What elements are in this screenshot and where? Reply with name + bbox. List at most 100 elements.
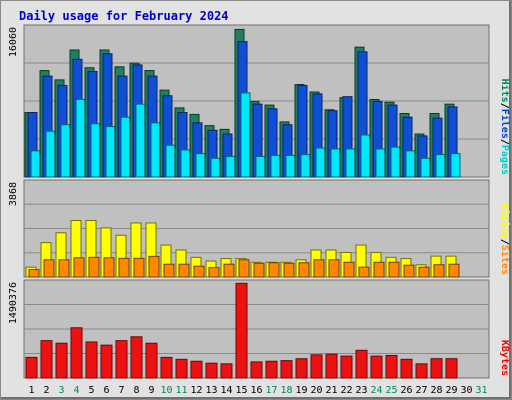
bar-kbytes-day-5 [85,341,98,379]
x-tick-label-day-25: 25 [385,385,397,396]
bar-kbytes-day-21 [325,353,338,379]
bar-pages-day-5 [90,123,101,178]
bar-sites-day-17 [268,262,280,278]
bar-pages-day-14 [225,155,236,178]
bar-sites-day-22 [343,261,355,278]
bar-pages-day-4 [75,98,86,178]
bar-kbytes-day-14 [220,363,233,379]
x-tick-label-day-22: 22 [340,385,352,396]
x-tick-label-day-10: 10 [160,385,172,396]
bar-kbytes-day-10 [160,356,173,379]
bar-kbytes-day-4 [70,327,83,379]
bar-sites-day-20 [313,259,325,278]
bar-sites-day-5 [88,256,100,278]
bar-pages-day-21 [330,148,341,178]
x-tick-label-day-16: 16 [250,385,262,396]
bar-kbytes-day-15 [235,282,248,379]
panel-1-max-label: 16060 [8,27,19,57]
bar-kbytes-day-9 [145,342,158,379]
x-tick-label-day-18: 18 [280,385,292,396]
panel-1-series-labels: Hits/Files/Pages [499,79,511,175]
bar-sites-day-29 [448,263,460,278]
bar-pages-day-1 [30,150,41,178]
x-tick-label-day-30: 30 [460,385,472,396]
bar-sites-day-2 [43,259,55,278]
bar-pages-day-29 [450,153,461,178]
x-tick-label-day-23: 23 [355,385,367,396]
bar-pages-day-25 [390,146,401,178]
bar-pages-day-10 [165,144,176,178]
bar-pages-day-8 [135,103,146,178]
x-tick-label-day-4: 4 [73,385,79,396]
bar-pages-day-23 [360,134,371,178]
bar-kbytes-day-17 [265,360,278,379]
bar-kbytes-day-20 [310,354,323,379]
x-tick-label-day-24: 24 [370,385,382,396]
bar-pages-day-12 [195,153,206,178]
x-tick-label-day-27: 27 [415,385,427,396]
bar-pages-day-2 [45,130,56,178]
x-tick-label-day-9: 9 [148,385,154,396]
x-tick-label-day-8: 8 [133,385,139,396]
bar-sites-day-14 [223,263,235,278]
bar-sites-day-9 [148,255,160,278]
panel-2-series-labels: Visits/Sites [499,203,511,275]
bar-pages-day-15 [240,92,251,178]
x-tick-label-day-21: 21 [325,385,337,396]
x-tick-label-day-3: 3 [58,385,64,396]
bar-sites-day-16 [253,262,265,278]
bar-pages-day-24 [375,148,386,178]
bar-kbytes-day-11 [175,358,188,379]
bar-pages-day-27 [420,157,431,178]
series-label-visits: Visits [499,203,511,239]
bar-sites-day-24 [373,261,385,278]
bar-pages-day-18 [285,155,296,178]
series-label-files: Files [499,109,511,139]
x-tick-label-day-13: 13 [205,385,217,396]
x-tick-label-day-20: 20 [310,385,322,396]
bar-pages-day-26 [405,150,416,178]
bar-pages-day-11 [180,149,191,178]
bar-sites-day-6 [103,257,115,278]
bar-sites-day-19 [298,262,310,278]
x-tick-label-day-5: 5 [88,385,94,396]
panel-3-max-label: 1490376 [8,282,19,324]
bar-kbytes-day-28 [430,358,443,379]
bar-sites-day-3 [58,259,70,278]
bar-pages-day-17 [270,155,281,178]
bar-sites-day-28 [433,264,445,278]
chart-title: Daily usage for February 2024 [19,9,229,23]
x-tick-label-day-17: 17 [265,385,277,396]
bar-sites-day-26 [403,264,415,278]
bar-kbytes-day-27 [415,363,428,379]
series-label-hits: Hits [499,79,511,103]
bar-kbytes-day-29 [445,358,458,379]
series-label-kbytes: KBytes [499,340,510,376]
bar-pages-day-9 [150,122,161,178]
x-tick-label-day-12: 12 [190,385,202,396]
bar-sites-day-12 [193,265,205,278]
x-tick-label-day-31: 31 [475,385,487,396]
panel-3-series-labels: KBytes [499,340,510,376]
x-tick-label-day-19: 19 [295,385,307,396]
series-label-separator: / [499,139,510,145]
bar-pages-day-6 [105,126,116,178]
x-tick-label-day-15: 15 [235,385,247,396]
bar-kbytes-day-6 [100,344,113,379]
bar-kbytes-day-12 [190,360,203,379]
bar-sites-day-25 [388,261,400,278]
x-tick-label-day-28: 28 [430,385,442,396]
x-tick-label-day-1: 1 [28,385,34,396]
bar-sites-day-11 [178,263,190,278]
bar-kbytes-day-2 [40,340,53,379]
bar-kbytes-day-19 [295,358,308,379]
bar-kbytes-day-16 [250,361,263,379]
x-tick-label-day-26: 26 [400,385,412,396]
panel-2-max-label: 3868 [8,182,19,206]
x-tick-label-day-29: 29 [445,385,457,396]
bar-kbytes-day-8 [130,336,143,379]
bar-pages-day-16 [255,155,266,178]
series-label-separator: / [499,103,510,109]
bar-pages-day-28 [435,154,446,178]
